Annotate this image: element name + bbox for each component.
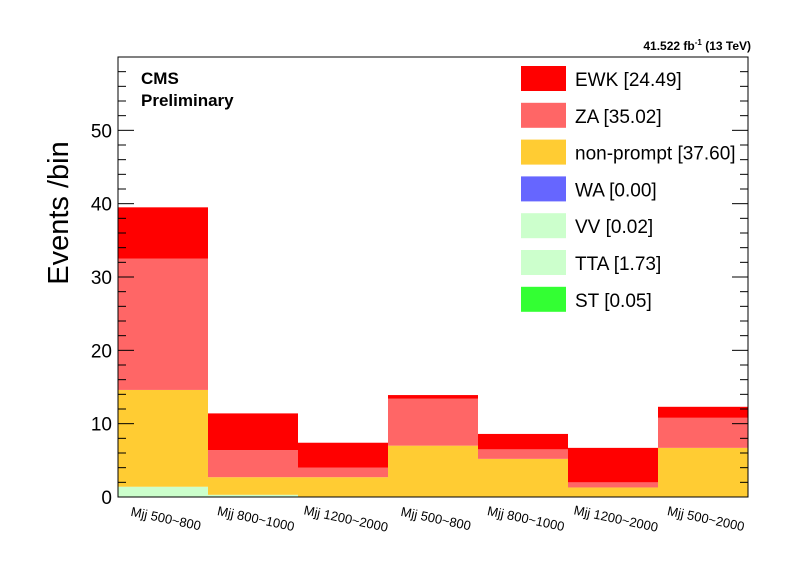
bar-za-1: [118, 258, 208, 390]
bar-ewk-1: [118, 207, 208, 259]
legend-label: TTA [1.73]: [575, 254, 661, 275]
x-tick-label: Mjj 500~800: [400, 504, 473, 533]
legend-swatch: [521, 139, 566, 165]
bar-non-prompt-3: [298, 477, 388, 497]
bar-non-prompt-1: [118, 389, 208, 487]
bar-non-prompt-5: [478, 458, 568, 497]
bar-tta-1: [118, 486, 208, 497]
bar-za-3: [298, 467, 388, 478]
legend: EWK [24.49] ZA [35.02] non-prompt [37.60] W…: [521, 66, 736, 312]
lumi-value: 41.522 fb: [643, 39, 694, 53]
x-tick-label: Mjj 800~1000: [486, 503, 566, 534]
legend-label: ZA [35.02]: [575, 107, 662, 128]
bar-ewk-2: [208, 413, 298, 451]
bar-za-4: [388, 398, 478, 446]
y-tick-label: 30: [91, 268, 112, 289]
legend-swatch: [521, 213, 566, 239]
legend-label: EWK [24.49]: [575, 70, 682, 91]
bar-ewk-6: [568, 447, 658, 483]
bar-za-7: [658, 417, 748, 448]
lumi-label: 41.522 fb-1 (13 TeV): [643, 38, 751, 53]
bar-ewk-7: [658, 406, 748, 418]
bar-non-prompt-7: [658, 447, 748, 497]
x-tick-label: Mjj 500~2000: [666, 503, 746, 534]
legend-label: non-prompt [37.60]: [575, 144, 736, 165]
x-tick-label: Mjj 800~1000: [216, 503, 296, 534]
bar-ewk-3: [298, 442, 388, 468]
bar-ewk-4: [388, 395, 478, 399]
legend-label: ST [0.05]: [575, 291, 652, 312]
bars-layer: [118, 207, 748, 497]
bar-za-6: [568, 482, 658, 488]
preliminary-label: Preliminary: [141, 91, 234, 110]
legend-swatch: [521, 286, 566, 312]
bar-tta-2: [208, 494, 298, 497]
y-tick-label: 10: [91, 415, 112, 436]
y-axis-title: Events /bin: [43, 141, 75, 284]
y-tick-label: 50: [91, 121, 112, 142]
y-tick-label: 40: [91, 195, 112, 216]
bar-non-prompt-6: [568, 487, 658, 497]
cms-label: CMS: [141, 69, 179, 88]
bar-non-prompt-4: [388, 445, 478, 497]
legend-swatch: [521, 176, 566, 202]
bar-non-prompt-2: [208, 477, 298, 495]
bar-za-2: [208, 450, 298, 478]
legend-swatch: [521, 250, 566, 275]
y-tick-label: 20: [91, 341, 112, 362]
bar-za-5: [478, 449, 568, 459]
energy-label: (13 TeV): [702, 39, 751, 53]
legend-swatch: [521, 66, 566, 91]
lumi-exponent: -1: [695, 38, 703, 47]
x-tick-label: Mjj 500~800: [130, 504, 203, 533]
legend-swatch: [521, 102, 566, 128]
x-tick-label: Mjj 1200~2000: [302, 502, 389, 534]
legend-label: WA [0.00]: [575, 180, 657, 201]
y-tick-label: 0: [101, 488, 112, 509]
bar-ewk-5: [478, 433, 568, 450]
x-tick-label: Mjj 1200~2000: [572, 502, 659, 534]
legend-label: VV [0.02]: [575, 217, 653, 238]
